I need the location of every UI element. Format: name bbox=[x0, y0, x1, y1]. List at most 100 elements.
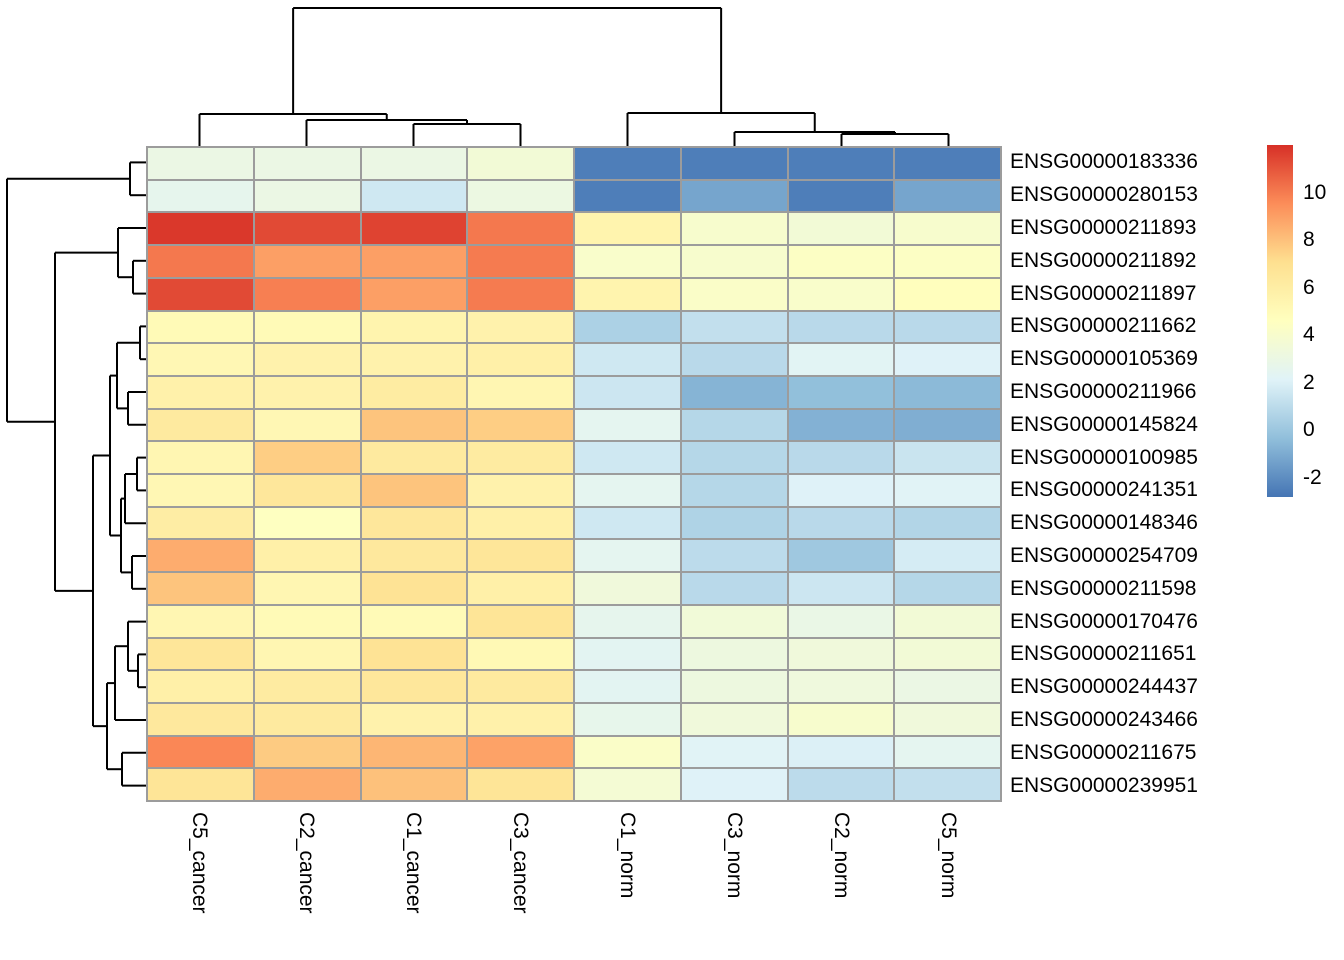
heatmap-cell bbox=[575, 213, 680, 245]
heatmap-cell bbox=[681, 671, 787, 702]
row-label: ENSG00000211651 bbox=[1010, 642, 1197, 666]
heatmap-cell bbox=[148, 376, 253, 408]
heatmap-cell bbox=[148, 573, 253, 604]
heatmap-cell bbox=[575, 671, 680, 702]
heatmap-cell bbox=[788, 605, 894, 637]
heatmap-cell bbox=[468, 180, 573, 212]
heatmap-cell bbox=[254, 475, 360, 506]
heatmap-cell bbox=[575, 638, 680, 670]
heatmap-cell bbox=[148, 540, 253, 572]
heatmap-cell bbox=[361, 180, 467, 212]
heatmap-cell bbox=[575, 475, 680, 506]
heatmap-grid bbox=[146, 146, 1002, 802]
heatmap-cell bbox=[148, 507, 253, 539]
heatmap-cell bbox=[575, 573, 680, 604]
heatmap-cell bbox=[681, 246, 787, 277]
heatmap-cell bbox=[254, 344, 360, 375]
heatmap-cell bbox=[681, 703, 787, 735]
heatmap-cell bbox=[254, 180, 360, 212]
heatmap-cell bbox=[468, 376, 573, 408]
heatmap-cell bbox=[788, 376, 894, 408]
row-label: ENSG00000105369 bbox=[1010, 347, 1198, 371]
heatmap-cell bbox=[788, 703, 894, 735]
heatmap-cell bbox=[148, 703, 253, 735]
heatmap-cell bbox=[148, 605, 253, 637]
heatmap-cell bbox=[895, 703, 1000, 735]
heatmap-cell bbox=[148, 180, 253, 212]
legend-tick-label: 6 bbox=[1303, 275, 1315, 299]
heatmap-cell bbox=[788, 246, 894, 277]
heatmap-cell bbox=[895, 736, 1000, 768]
heatmap-cell bbox=[575, 736, 680, 768]
heatmap-cell bbox=[681, 507, 787, 539]
heatmap-cell bbox=[361, 671, 467, 702]
heatmap-cell bbox=[575, 344, 680, 375]
heatmap-cell bbox=[681, 605, 787, 637]
heatmap-cell bbox=[254, 278, 360, 310]
heatmap-cell bbox=[681, 148, 787, 179]
heatmap-cell bbox=[361, 246, 467, 277]
heatmap-cell bbox=[895, 475, 1000, 506]
legend-tick-label: 10 bbox=[1303, 180, 1327, 204]
heatmap-cell bbox=[895, 376, 1000, 408]
heatmap-cell bbox=[254, 638, 360, 670]
heatmap-cell bbox=[361, 213, 467, 245]
heatmap-cell bbox=[788, 540, 894, 572]
row-label: ENSG00000211662 bbox=[1010, 314, 1197, 338]
heatmap-cell bbox=[788, 344, 894, 375]
heatmap-cell bbox=[895, 278, 1000, 310]
row-label: ENSG00000148346 bbox=[1010, 511, 1198, 535]
heatmap-cell bbox=[681, 213, 787, 245]
heatmap-cell bbox=[788, 311, 894, 343]
row-label: ENSG00000211893 bbox=[1010, 216, 1197, 239]
legend-tick-label: 2 bbox=[1303, 370, 1315, 394]
heatmap-cell bbox=[468, 442, 573, 473]
heatmap-cell bbox=[788, 769, 894, 800]
heatmap-cell bbox=[895, 409, 1000, 441]
row-label: ENSG00000254709 bbox=[1010, 544, 1198, 567]
heatmap-cell bbox=[468, 409, 573, 441]
heatmap-cell bbox=[575, 311, 680, 343]
row-label: ENSG00000211598 bbox=[1010, 576, 1197, 600]
heatmap-cell bbox=[254, 213, 360, 245]
heatmap-cell bbox=[788, 213, 894, 245]
heatmap-cell bbox=[148, 213, 253, 245]
row-label: ENSG00000211966 bbox=[1010, 380, 1197, 403]
heatmap-cell bbox=[788, 671, 894, 702]
heatmap-cell bbox=[895, 671, 1000, 702]
heatmap-cell bbox=[148, 148, 253, 179]
heatmap-cell bbox=[468, 148, 573, 179]
heatmap-cell bbox=[788, 180, 894, 212]
heatmap-cell bbox=[254, 540, 360, 572]
heatmap-cell bbox=[575, 376, 680, 408]
heatmap-cell bbox=[468, 703, 573, 735]
heatmap-cell bbox=[361, 736, 467, 768]
heatmap-cell bbox=[681, 475, 787, 506]
heatmap-cell bbox=[575, 605, 680, 637]
heatmap-cell bbox=[895, 344, 1000, 375]
column-label: C1_norm bbox=[615, 812, 639, 899]
heatmap-cell bbox=[681, 278, 787, 310]
heatmap-cell bbox=[788, 736, 894, 768]
row-label: ENSG00000239951 bbox=[1010, 773, 1198, 797]
legend-tick-label: 0 bbox=[1303, 418, 1315, 442]
heatmap-cell bbox=[681, 638, 787, 670]
heatmap-cell bbox=[895, 311, 1000, 343]
heatmap-cell bbox=[681, 344, 787, 375]
heatmap-cell bbox=[468, 246, 573, 277]
heatmap-cell bbox=[468, 769, 573, 800]
heatmap-cell bbox=[895, 573, 1000, 604]
heatmap-cell bbox=[254, 507, 360, 539]
heatmap-cell bbox=[148, 638, 253, 670]
row-label: ENSG00000244437 bbox=[1010, 675, 1198, 699]
heatmap-cell bbox=[254, 671, 360, 702]
row-label: ENSG00000145824 bbox=[1010, 412, 1198, 436]
column-label: C3_cancer bbox=[508, 812, 532, 914]
heatmap-cell bbox=[468, 475, 573, 506]
heatmap-cell bbox=[254, 703, 360, 735]
heatmap-cell bbox=[788, 409, 894, 441]
heatmap-cell bbox=[148, 344, 253, 375]
row-label: ENSG00000243466 bbox=[1010, 708, 1198, 731]
heatmap-cell bbox=[575, 507, 680, 539]
